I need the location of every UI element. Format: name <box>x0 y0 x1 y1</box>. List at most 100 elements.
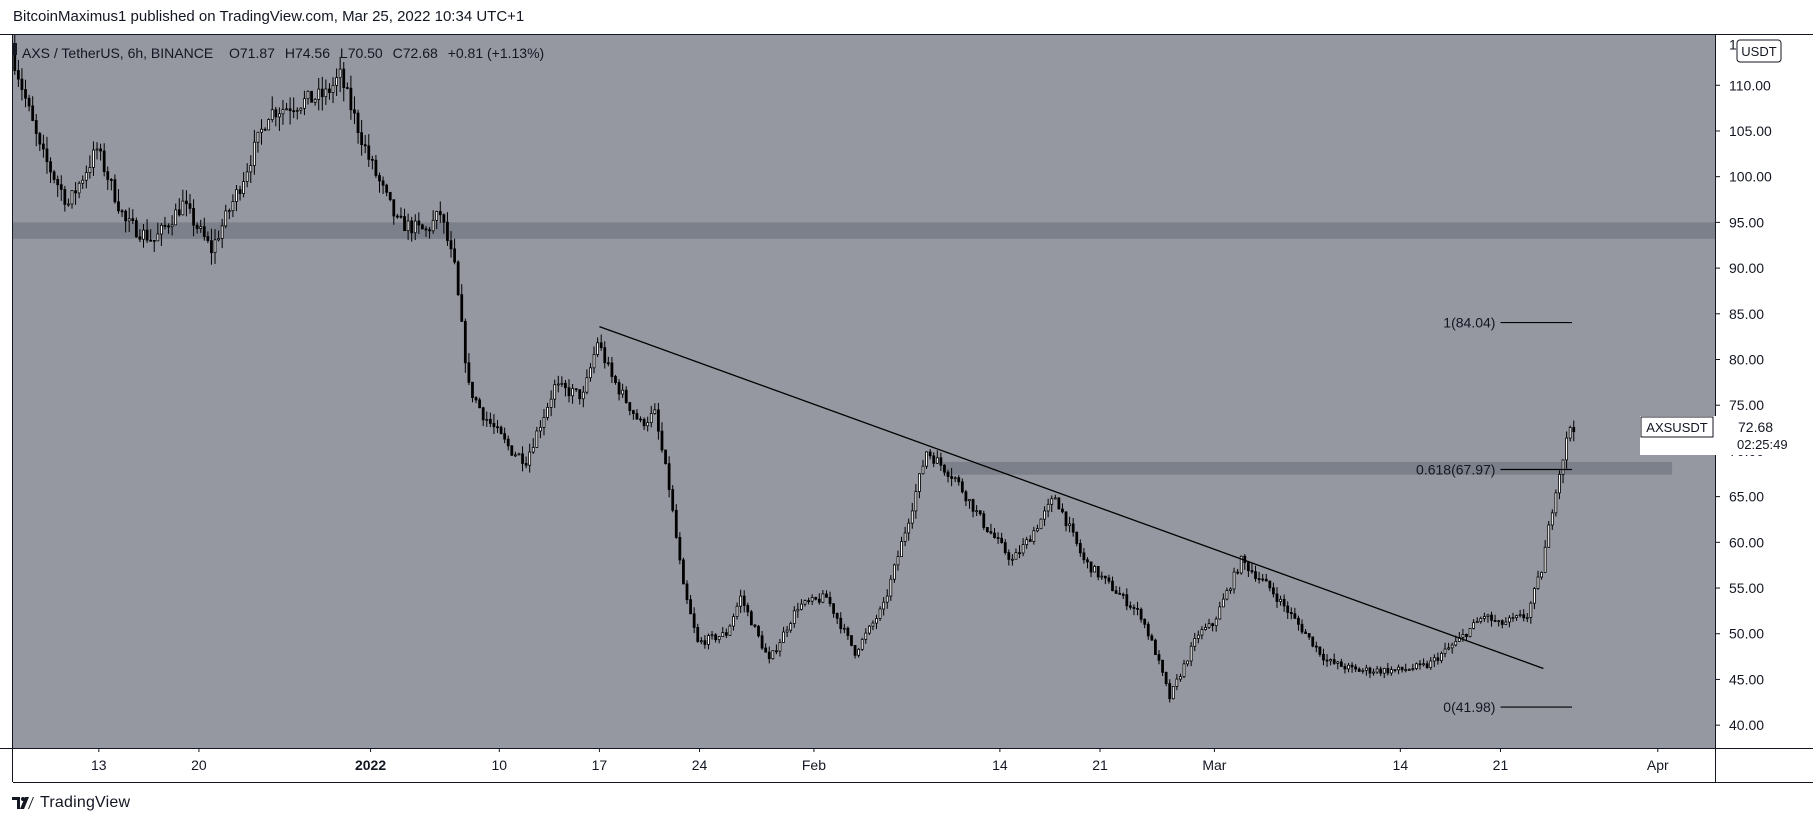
candle-body <box>67 203 70 206</box>
candle-body <box>939 457 943 466</box>
candle-body <box>810 597 814 602</box>
candle-body <box>1057 497 1061 510</box>
candle-body <box>1429 660 1433 669</box>
candle-body <box>564 382 567 389</box>
candle-body <box>903 532 907 542</box>
candle-body <box>160 224 163 235</box>
candle-body <box>982 513 986 528</box>
legend-close-label: C <box>393 45 403 61</box>
candle-body <box>1068 523 1071 527</box>
candle-body <box>1096 565 1100 578</box>
candle-body <box>1272 587 1275 595</box>
candle-body <box>1025 539 1029 545</box>
candle-body <box>842 627 846 630</box>
candle-body <box>81 179 85 184</box>
candle-body <box>875 618 878 624</box>
candle-body <box>978 510 982 515</box>
candle-body <box>728 625 732 636</box>
candle-body <box>567 387 571 397</box>
candle-body <box>1472 622 1476 629</box>
candle-body <box>1554 492 1558 514</box>
candle-body <box>453 248 456 263</box>
candle-body <box>635 413 639 420</box>
candle-body <box>825 593 828 598</box>
candle-body <box>1511 617 1515 619</box>
candle-body <box>320 88 324 98</box>
candle-body <box>328 88 331 93</box>
candle-body <box>213 239 217 254</box>
candle-body <box>127 218 131 222</box>
candle-body <box>395 215 399 218</box>
candle-body <box>288 108 292 112</box>
candle-body <box>631 410 635 414</box>
candle-body <box>1440 653 1443 661</box>
candle-body <box>438 211 442 216</box>
candle-body <box>1436 657 1440 661</box>
candle-body <box>1050 498 1054 505</box>
price-tick-label: 75.00 <box>1729 397 1764 413</box>
candle-body <box>1146 623 1150 637</box>
candle-body <box>235 189 238 202</box>
candle-body <box>181 200 185 216</box>
currency-badge[interactable]: USDT <box>1736 39 1782 63</box>
candle-body <box>474 397 478 401</box>
candle-body <box>1143 618 1147 625</box>
price-axis-bg <box>1715 35 1813 748</box>
candle-body <box>628 402 632 412</box>
candle-body <box>1390 669 1393 674</box>
candle-body <box>42 143 45 150</box>
candle-body <box>1139 608 1143 620</box>
candle-body <box>227 210 231 213</box>
candle-body <box>1053 497 1057 500</box>
candle-body <box>814 597 818 600</box>
candle-body <box>131 218 135 222</box>
candle-body <box>145 229 149 241</box>
price-tick-label: 55.00 <box>1729 580 1764 596</box>
candle-body <box>84 172 88 181</box>
candle-body <box>1533 588 1536 604</box>
price-tick-label: 40.00 <box>1729 717 1764 733</box>
candle-body <box>1136 608 1139 610</box>
candle-body <box>932 455 936 464</box>
price-tick-label: 85.00 <box>1729 306 1764 322</box>
candle-body <box>753 624 757 627</box>
candle-body <box>421 224 424 230</box>
candle-body <box>1547 524 1551 548</box>
candle-body <box>431 219 435 232</box>
price-tick-label: 80.00 <box>1729 352 1764 368</box>
candle-body <box>1393 669 1397 671</box>
candle-body <box>102 150 106 173</box>
candle-body <box>349 87 353 111</box>
candle-body <box>1204 627 1207 630</box>
tradingview-logo[interactable]: TradingView <box>12 794 130 812</box>
candle-body <box>1246 562 1250 572</box>
candle-body <box>471 381 474 398</box>
candle-body <box>206 236 210 242</box>
candle-body <box>109 179 113 181</box>
candle-body <box>614 376 617 383</box>
candle-body <box>739 595 743 607</box>
candle-body <box>185 200 188 205</box>
candle-body <box>245 171 249 182</box>
candle-body <box>134 220 138 238</box>
price-tick-label: 60.00 <box>1729 534 1764 550</box>
chart-pane[interactable] <box>13 35 1715 748</box>
candle-body <box>417 220 421 226</box>
candle-body <box>249 165 253 173</box>
candle-body <box>596 342 599 355</box>
candle-body <box>1218 606 1222 620</box>
candle-body <box>1261 578 1265 581</box>
candle-body <box>853 645 857 656</box>
candle-body <box>1415 663 1418 669</box>
candle-body <box>1311 636 1315 647</box>
candle-body <box>714 634 717 641</box>
candle-body <box>16 70 20 80</box>
legend-low-label: L <box>340 45 348 61</box>
candle-body <box>278 113 281 118</box>
resistance-zone <box>942 461 1673 475</box>
candle-body <box>721 632 725 637</box>
candle-body <box>1454 640 1458 646</box>
candle-body <box>760 635 764 649</box>
candle-body <box>757 625 760 637</box>
